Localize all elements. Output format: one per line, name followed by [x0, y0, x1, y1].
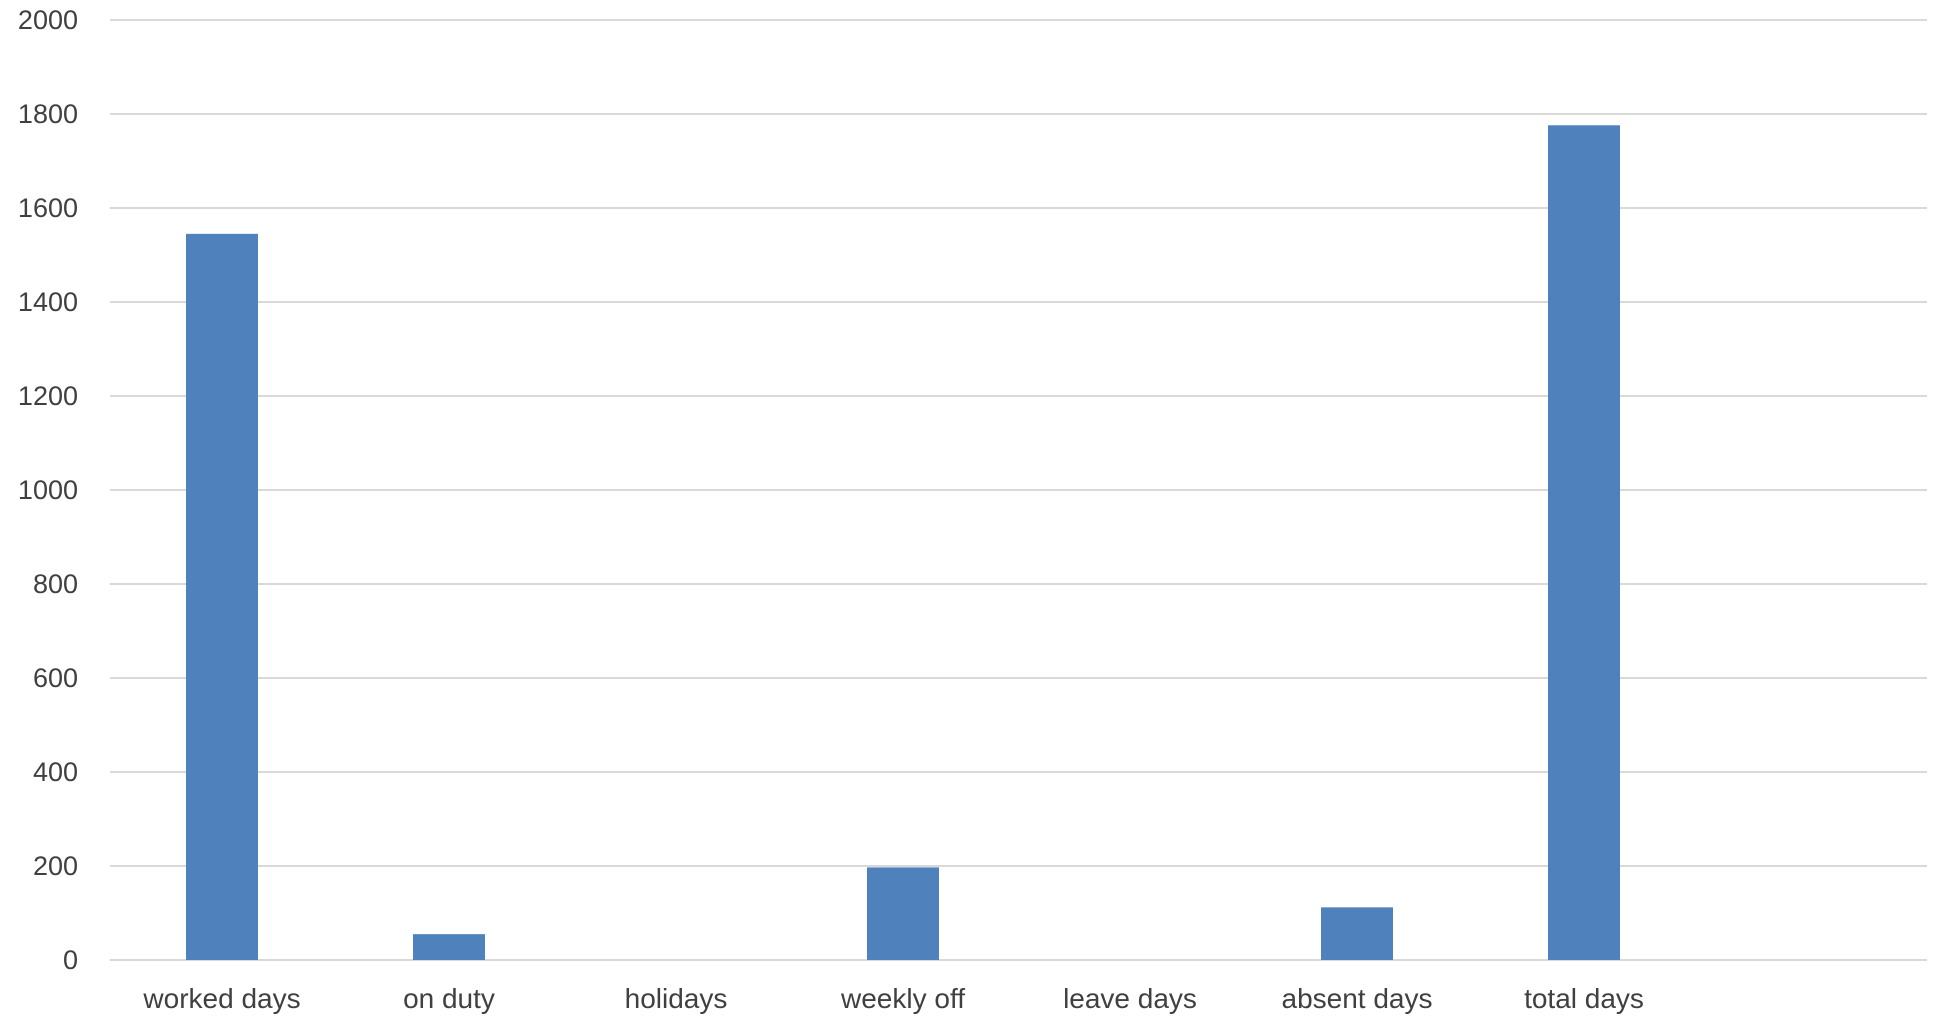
y-axis-tick-labels: 0 200 400 600 800 1000 1200 1400 1600 1800 2000 [18, 5, 78, 975]
gridlines [110, 19, 1927, 961]
y-tick-label: 600 [33, 663, 78, 693]
bar-weekly-off [867, 867, 939, 960]
y-tick-label: 1200 [18, 381, 78, 411]
x-tick-label: on duty [403, 983, 495, 1014]
y-tick-label: 1600 [18, 193, 78, 223]
bar-on-duty [413, 934, 485, 960]
y-tick-label: 1400 [18, 287, 78, 317]
y-tick-label: 0 [63, 945, 78, 975]
x-tick-label: absent days [1282, 983, 1433, 1014]
bar-total-days [1548, 125, 1620, 960]
x-axis-tick-labels: worked days on duty holidays weekly off leav… [142, 983, 1644, 1014]
bar-absent-days [1321, 907, 1393, 960]
bars [186, 125, 1620, 961]
y-tick-label: 2000 [18, 5, 78, 35]
x-tick-label: holidays [625, 983, 728, 1014]
y-tick-label: 1800 [18, 99, 78, 129]
x-tick-label: weekly off [840, 983, 965, 1014]
y-tick-label: 1000 [18, 475, 78, 505]
bar-worked-days [186, 233, 258, 961]
x-tick-label: total days [1524, 983, 1644, 1014]
x-tick-label: worked days [142, 983, 300, 1014]
y-tick-label: 400 [33, 757, 78, 787]
x-tick-label: leave days [1063, 983, 1197, 1014]
y-tick-label: 800 [33, 569, 78, 599]
y-tick-label: 200 [33, 851, 78, 881]
